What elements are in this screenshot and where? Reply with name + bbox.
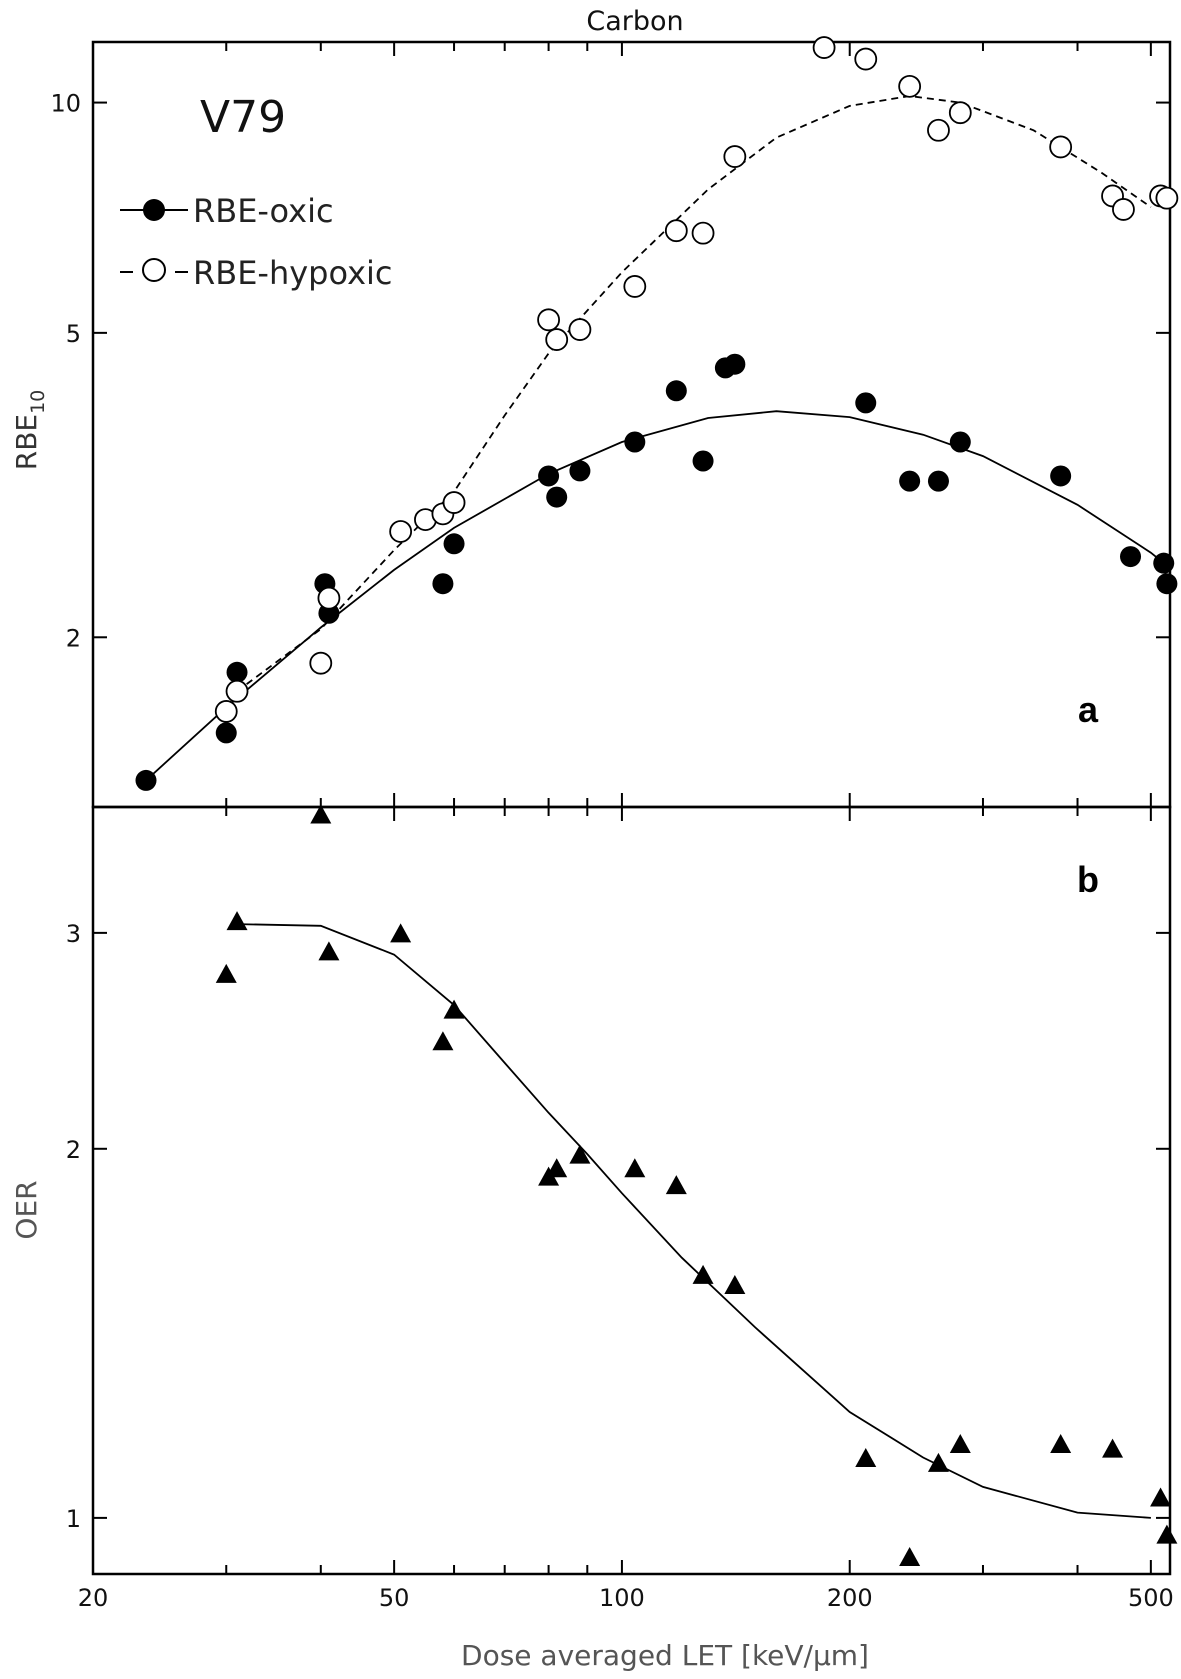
data-point-oer [692, 1264, 714, 1284]
data-point-oer [318, 941, 340, 961]
data-point-rbe-hypoxic [309, 651, 333, 675]
data-point-rbe-oxic [135, 769, 157, 791]
data-point-rbe-oxic [546, 486, 568, 508]
data-point-rbe-oxic [624, 431, 646, 453]
legend-label-oxic: RBE-oxic [193, 192, 334, 230]
data-point-rbe-oxic [443, 533, 465, 555]
data-point-oer [432, 1031, 454, 1051]
data-point-oer [1102, 1438, 1124, 1458]
data-point-oer [665, 1175, 687, 1195]
data-point-rbe-oxic [927, 470, 949, 492]
data-point-rbe-oxic [1050, 465, 1072, 487]
data-point-oer [310, 804, 332, 824]
data-point-rbe-oxic [692, 450, 714, 472]
x-tick-label: 50 [379, 1584, 410, 1612]
data-point-rbe-oxic [1153, 552, 1175, 574]
data-point-rbe-hypoxic [317, 586, 341, 610]
data-point-oer [569, 1144, 591, 1164]
data-point-oer [1156, 1524, 1178, 1544]
data-point-oer [390, 923, 412, 943]
data-point-rbe-hypoxic [568, 318, 592, 341]
panel-label-b: b [1077, 859, 1099, 900]
data-point-rbe-hypoxic [537, 308, 560, 332]
data-point-rbe-oxic [949, 431, 971, 453]
data-point-oer [1150, 1487, 1172, 1507]
y-tick-label-b: 1 [66, 1505, 81, 1533]
data-point-rbe-oxic [538, 465, 560, 487]
data-point-oer [226, 911, 248, 931]
y-tick-label-b: 2 [66, 1136, 81, 1164]
data-point-rbe-oxic [226, 661, 248, 683]
data-point-rbe-oxic [724, 353, 746, 375]
data-point-rbe-hypoxic [389, 520, 413, 543]
x-axis-label: Dose averaged LET [keV/μm] [461, 1639, 869, 1672]
data-point-rbe-oxic [665, 380, 687, 402]
y-tick-label-a: 10 [50, 90, 81, 118]
legend-item-rbe-oxic: RBE-oxic [120, 192, 334, 230]
data-point-rbe-hypoxic [927, 118, 950, 142]
data-point-rbe-oxic [899, 470, 921, 492]
fit-curve-rbe-hypoxic [236, 95, 1152, 693]
data-point-oer [546, 1158, 568, 1178]
data-point-rbe-oxic [1156, 573, 1178, 595]
data-point-oer [949, 1433, 971, 1453]
data-point-rbe-hypoxic [898, 74, 922, 98]
data-point-oer [927, 1452, 949, 1472]
data-point-rbe-oxic [1120, 546, 1142, 568]
legend-item-rbe-hypoxic: RBE-hypoxic [120, 254, 393, 292]
legend-marker-oxic [143, 199, 165, 221]
data-point-oer [624, 1158, 646, 1178]
data-point-rbe-hypoxic [225, 679, 249, 703]
legend: RBE-oxic RBE-hypoxic [120, 192, 393, 292]
x-tick-label: 200 [827, 1584, 873, 1612]
plot-frame-b [91, 805, 1172, 1576]
data-point-rbe-oxic [432, 573, 454, 595]
legend-marker-hypoxic [142, 258, 166, 282]
panel-label-a: a [1078, 689, 1099, 730]
y-tick-label-a: 2 [66, 624, 81, 652]
fit-curve-oer [236, 923, 1151, 1519]
fit-curve-rbe-oxic [145, 410, 1165, 782]
chart-title: Carbon [586, 6, 683, 37]
cell-line-label: V79 [200, 92, 286, 143]
data-point-oer [443, 999, 465, 1019]
x-tick-label: 500 [1128, 1584, 1174, 1612]
data-point-rbe-hypoxic [723, 145, 747, 168]
data-point-oer [855, 1448, 877, 1468]
plot-frame-a [91, 40, 1172, 809]
data-point-rbe-hypoxic [1112, 198, 1135, 221]
y-tick-label-b: 3 [66, 920, 81, 948]
y-axis-label-a: RBE10 [10, 390, 49, 471]
data-point-rbe-hypoxic [948, 101, 972, 125]
legend-label-hypoxic: RBE-hypoxic [193, 254, 393, 292]
data-point-rbe-hypoxic [623, 275, 647, 298]
data-point-rbe-hypoxic [691, 221, 715, 245]
data-point-rbe-oxic [855, 392, 877, 414]
data-point-rbe-hypoxic [1049, 135, 1073, 159]
data-point-rbe-hypoxic [664, 219, 688, 243]
x-tick-label: 20 [78, 1584, 109, 1612]
data-point-rbe-oxic [569, 460, 591, 482]
data-point-rbe-hypoxic [442, 491, 466, 514]
data-point-rbe-hypoxic [854, 47, 878, 71]
y-axis-label-b: OER [10, 1180, 43, 1239]
data-point-oer [1050, 1433, 1072, 1453]
data-point-rbe-hypoxic [1155, 186, 1179, 210]
data-point-oer [899, 1547, 921, 1567]
data-point-rbe-hypoxic [545, 328, 569, 351]
x-tick-label: 100 [599, 1584, 645, 1612]
data-point-rbe-hypoxic [812, 36, 836, 59]
y-tick-label-a: 5 [66, 320, 81, 348]
data-point-oer [724, 1275, 746, 1295]
data-point-oer [215, 963, 237, 983]
data-point-rbe-oxic [215, 722, 237, 744]
data-point-rbe-hypoxic [214, 700, 238, 723]
